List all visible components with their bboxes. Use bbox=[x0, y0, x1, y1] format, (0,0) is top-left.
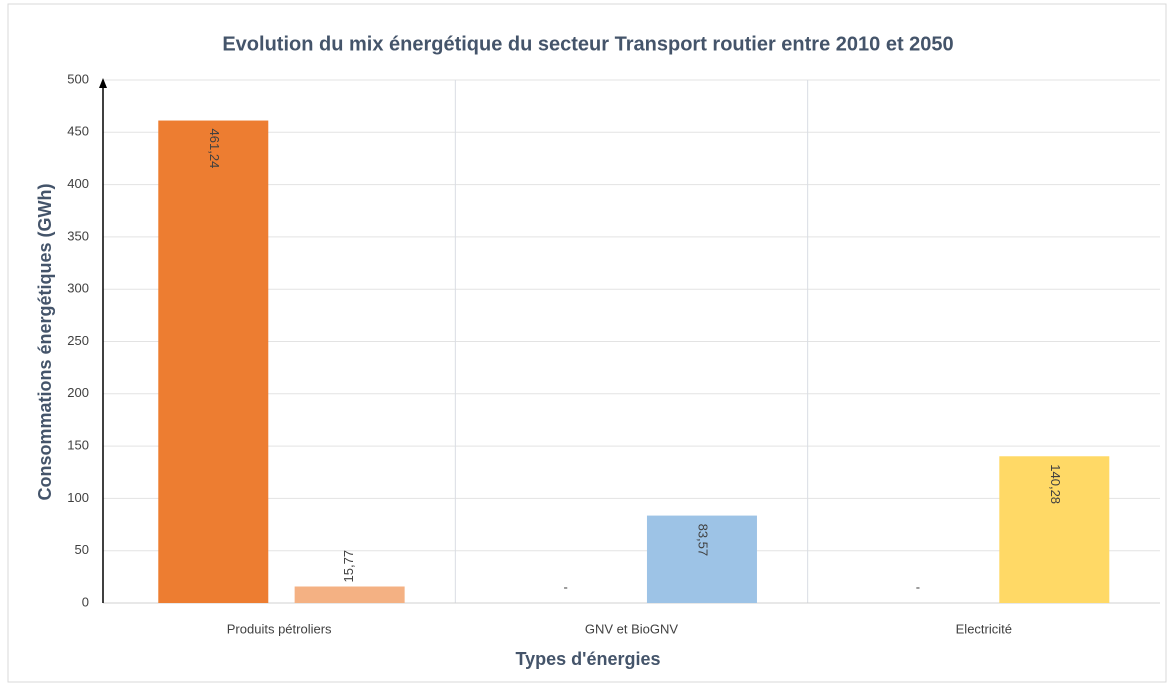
bar bbox=[999, 456, 1110, 603]
y-tick-label: 250 bbox=[67, 333, 89, 348]
bar bbox=[158, 120, 269, 603]
y-tick-label: 500 bbox=[67, 71, 89, 86]
y-tick-label: 0 bbox=[82, 594, 89, 609]
x-tick-label: GNV et BioGNV bbox=[585, 621, 679, 636]
x-tick-label: Electricité bbox=[956, 621, 1012, 636]
data-label: - bbox=[563, 579, 567, 594]
x-axis-title: Types d'énergies bbox=[515, 649, 660, 669]
y-tick-label: 300 bbox=[67, 281, 89, 296]
y-tick-label: 400 bbox=[67, 176, 89, 191]
data-label: 83,57 bbox=[696, 524, 711, 557]
y-tick-label: 350 bbox=[67, 228, 89, 243]
y-tick-label: 100 bbox=[67, 490, 89, 505]
chart-title: Evolution du mix énergétique du secteur … bbox=[222, 33, 953, 55]
x-tick-label: Produits pétroliers bbox=[227, 621, 332, 636]
bar bbox=[646, 515, 757, 603]
y-axis-arrow bbox=[99, 78, 107, 88]
data-label: 461,24 bbox=[207, 129, 222, 169]
data-label: - bbox=[916, 579, 920, 594]
bar bbox=[294, 586, 405, 603]
y-axis-title: Consommations énergétiques (GWh) bbox=[35, 183, 55, 500]
y-tick-label: 450 bbox=[67, 124, 89, 139]
y-tick-label: 50 bbox=[75, 542, 89, 557]
data-label: 140,28 bbox=[1048, 464, 1063, 504]
y-tick-label: 150 bbox=[67, 438, 89, 453]
y-tick-label: 200 bbox=[67, 385, 89, 400]
data-label: 15,77 bbox=[341, 550, 356, 583]
